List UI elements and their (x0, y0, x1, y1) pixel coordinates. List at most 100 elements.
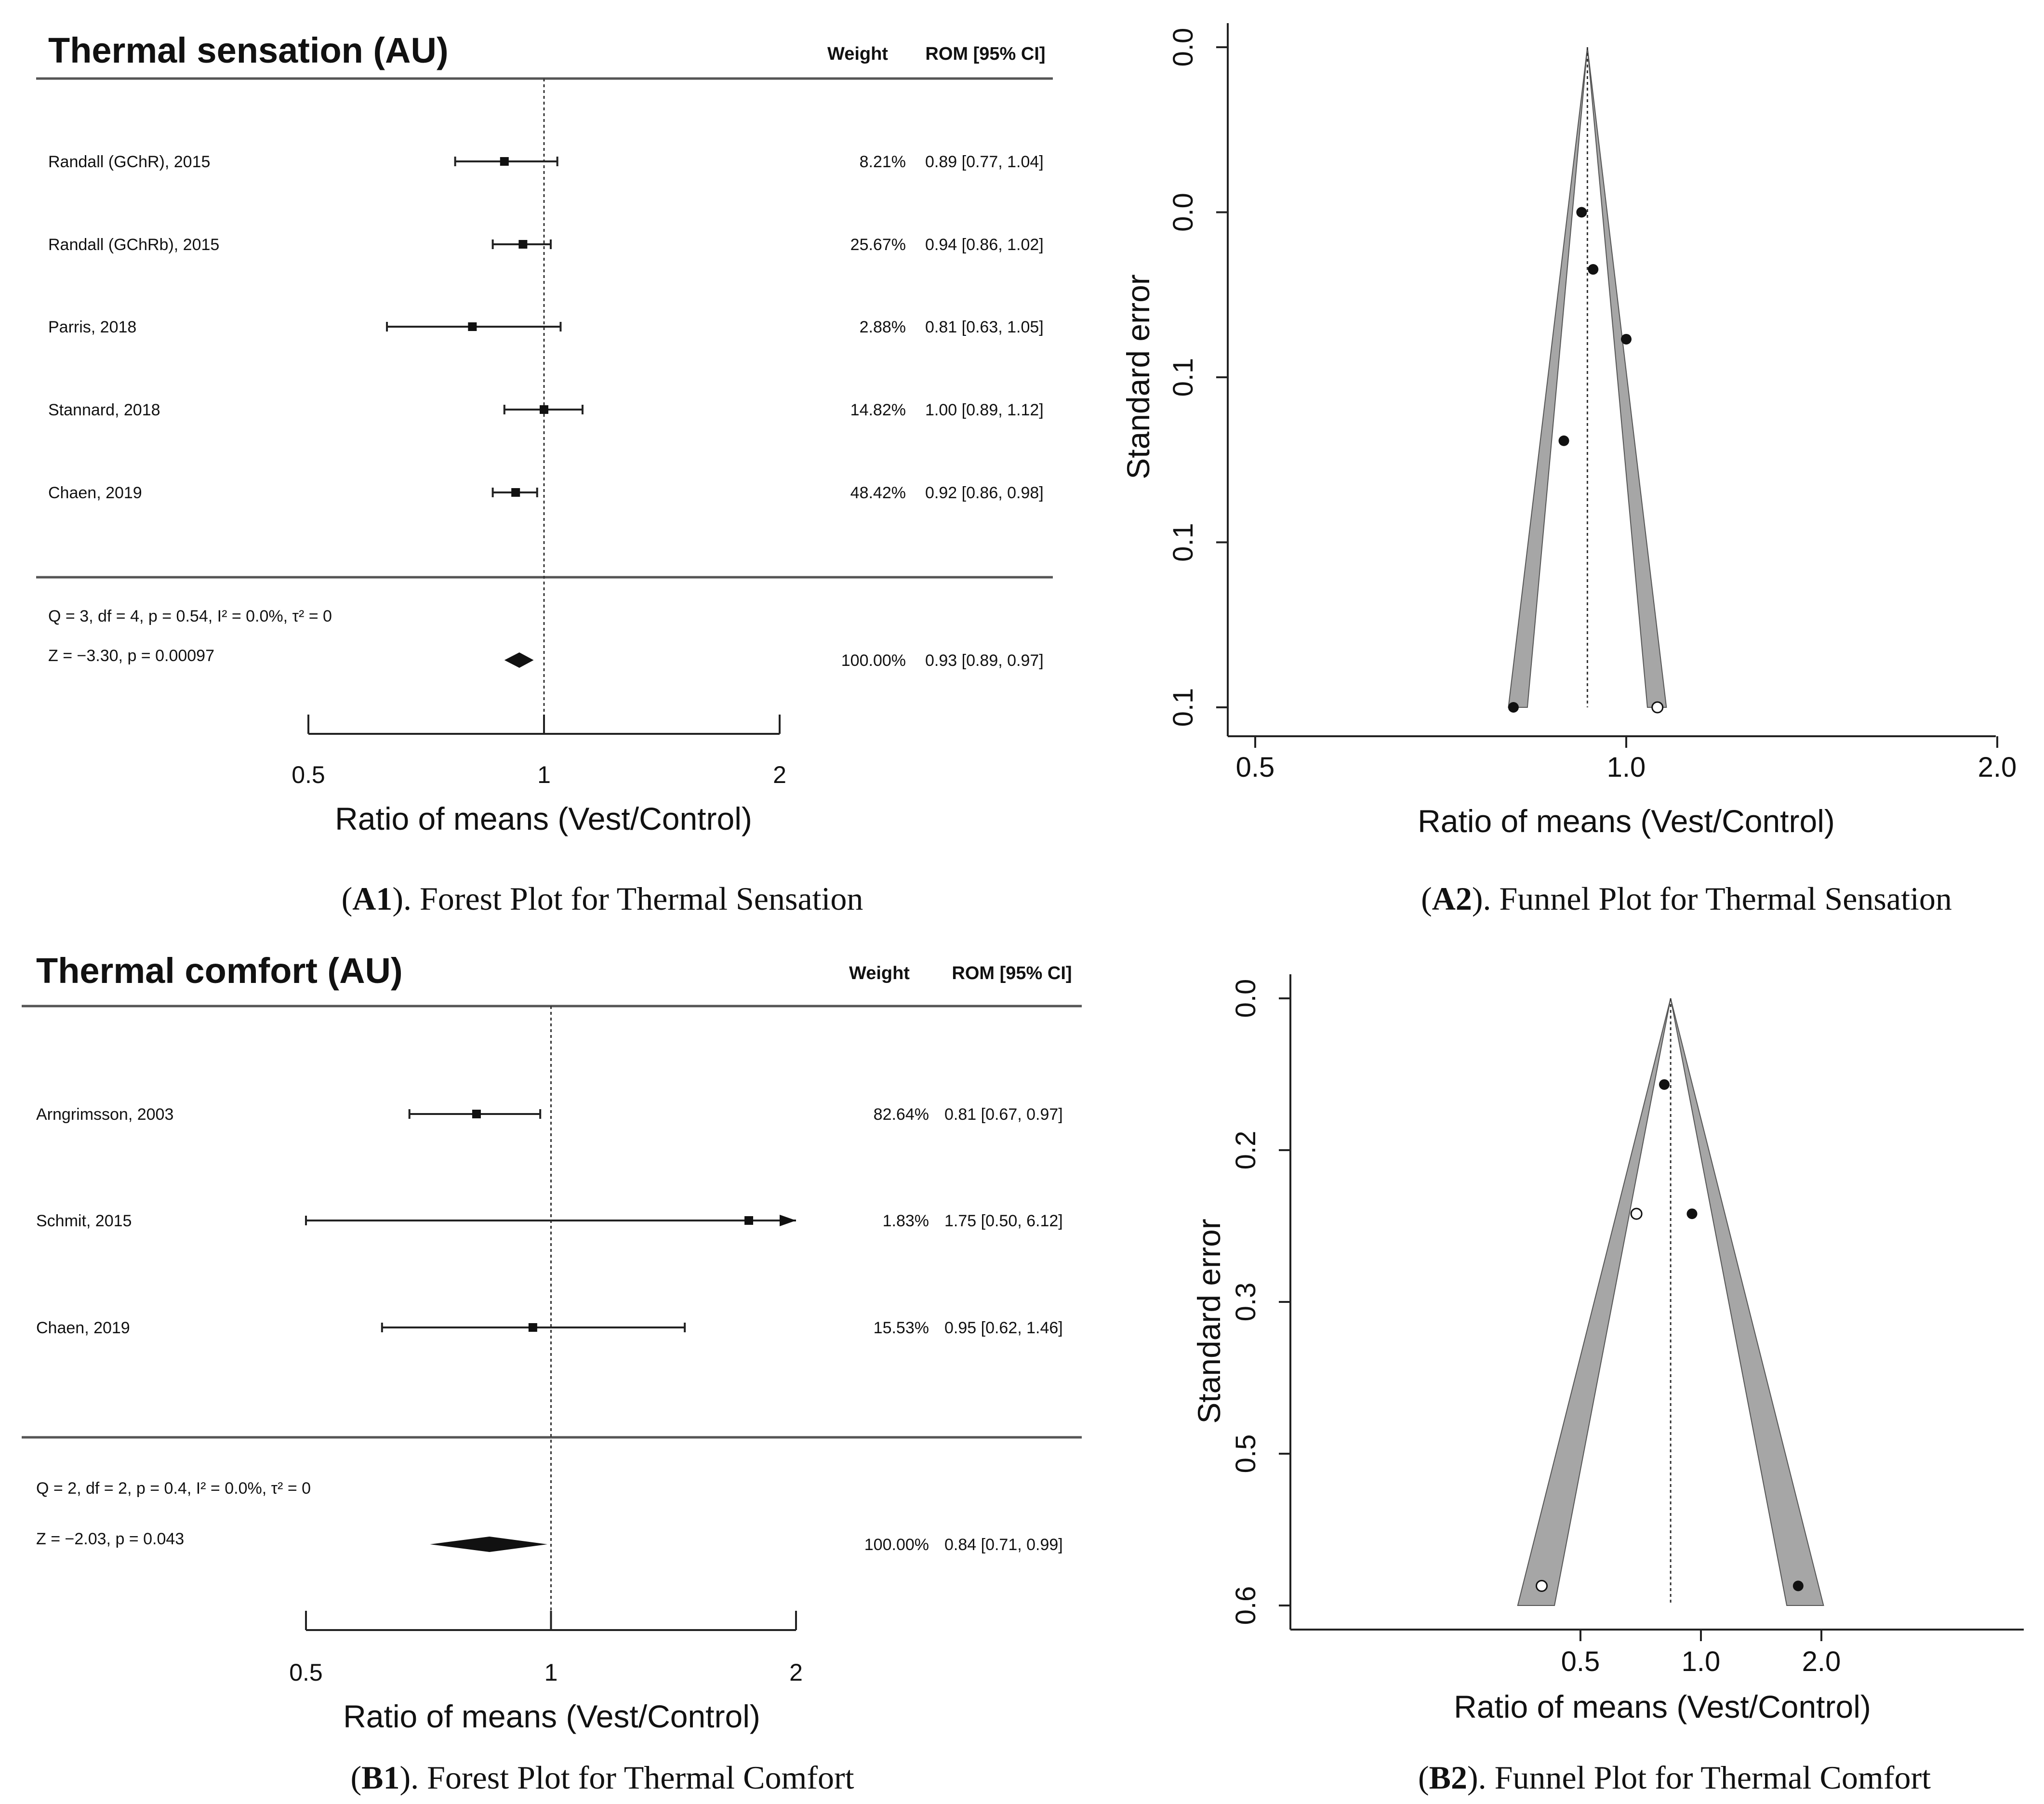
study-weight: 25.67% (850, 236, 906, 254)
study-point (518, 240, 528, 249)
x-tick-label: 0.5 (1236, 752, 1275, 783)
y-tick-label: 0.0 (1230, 979, 1261, 1018)
study-point (528, 1323, 537, 1332)
study-point (1558, 435, 1569, 446)
study-rom-ci: 0.92 [0.86, 0.98] (925, 484, 1044, 502)
rom-column-header: ROM [95% CI] (925, 44, 1045, 64)
caption-id: B1 (361, 1759, 399, 1796)
study-point (744, 1216, 754, 1225)
x-axis-label: Ratio of means (Vest/Control) (335, 801, 752, 836)
overall-effect-z: Z = −2.03, p = 0.043 (36, 1530, 184, 1548)
study-rom-ci: 1.75 [0.50, 6.12] (944, 1212, 1063, 1230)
x-tick-label: 2.0 (1802, 1646, 1841, 1677)
study-point (500, 157, 509, 166)
x-tick-label: 1 (537, 761, 551, 788)
imputed-point (1651, 701, 1664, 714)
study-point (1659, 1079, 1670, 1090)
caption-id: A2 (1432, 880, 1472, 917)
study-point (511, 488, 520, 497)
y-axis-label: Standard error (1120, 274, 1156, 479)
caption-id: B2 (1429, 1759, 1467, 1796)
summary-diamond (504, 652, 534, 668)
study-point (1576, 207, 1587, 218)
study-point (540, 405, 548, 414)
x-axis-label: Ratio of means (Vest/Control) (343, 1698, 760, 1734)
caption-text: Forest Plot for Thermal Comfort (427, 1759, 854, 1796)
funnel-plot-thermal-comfort: Ratio of means (Vest/Control) Standard e… (1191, 974, 2024, 1796)
study-label: Chaen, 2019 (36, 1319, 130, 1337)
forest-title: Thermal sensation (AU) (48, 30, 449, 70)
y-tick-label: 0.6 (1230, 1586, 1261, 1625)
study-weight: 1.83% (883, 1212, 929, 1230)
y-tick-label: 0.3 (1230, 1283, 1261, 1322)
x-axis-label: Ratio of means (Vest/Control) (1418, 803, 1835, 839)
study-label: Randall (GChRb), 2015 (48, 236, 219, 254)
caption-id: A1 (352, 880, 392, 917)
funnel-plot-thermal-sensation: Ratio of means (Vest/Control) Standard e… (1120, 23, 2017, 917)
summary-weight: 100.00% (841, 651, 906, 670)
caption: (A1). Forest Plot for Thermal Sensation (342, 880, 863, 917)
imputed-point (1630, 1207, 1643, 1220)
weight-column-header: Weight (827, 44, 888, 64)
caption-text: Funnel Plot for Thermal Comfort (1495, 1759, 1931, 1796)
study-rom-ci: 0.89 [0.77, 1.04] (925, 153, 1044, 171)
study-label: Parris, 2018 (48, 318, 136, 336)
funnel-wedge-right (1670, 998, 1824, 1606)
heterogeneity-stats: Q = 3, df = 4, p = 0.54, I² = 0.0%, τ² =… (48, 607, 332, 625)
rom-column-header: ROM [95% CI] (952, 963, 1072, 983)
study-rom-ci: 0.81 [0.63, 1.05] (925, 318, 1044, 336)
study-point (1686, 1208, 1698, 1220)
summary-diamond (430, 1537, 548, 1552)
funnel-wedge-left (1517, 998, 1672, 1606)
summary-weight: 100.00% (864, 1536, 929, 1554)
x-tick-label: 1.0 (1682, 1646, 1721, 1677)
summary-rom-ci: 0.84 [0.71, 0.99] (944, 1536, 1063, 1554)
summary-rom-ci: 0.93 [0.89, 0.97] (925, 651, 1044, 670)
study-weight: 15.53% (874, 1319, 929, 1337)
y-tick-label: 0.2 (1230, 1131, 1261, 1170)
ci-arrow (780, 1215, 796, 1226)
study-label: Chaen, 2019 (48, 484, 142, 502)
x-tick-label: 1.0 (1607, 752, 1646, 783)
study-point (472, 1110, 481, 1118)
study-weight: 14.82% (850, 401, 906, 419)
y-tick-label: 0.5 (1230, 1434, 1261, 1473)
forest-plot-thermal-comfort: Thermal comfort (AU) Weight ROM [95% CI]… (22, 951, 1082, 1796)
heterogeneity-stats: Q = 2, df = 2, p = 0.4, I² = 0.0%, τ² = … (36, 1479, 311, 1498)
y-tick-label: 0.1 (1168, 358, 1199, 397)
funnel-wedge-left (1508, 47, 1588, 708)
x-tick-label: 2 (773, 761, 786, 788)
x-tick-label: 1 (544, 1659, 558, 1686)
funnel-wedge-right (1587, 47, 1667, 708)
study-point (1508, 702, 1519, 713)
study-rom-ci: 0.95 [0.62, 1.46] (944, 1319, 1063, 1337)
y-axis-label: Standard error (1191, 1219, 1227, 1424)
study-weight: 82.64% (874, 1105, 929, 1124)
y-tick-label: 0.1 (1168, 523, 1199, 562)
x-tick-label: 2 (789, 1659, 803, 1686)
y-tick-label: 0.0 (1168, 193, 1199, 232)
study-rom-ci: 0.94 [0.86, 1.02] (925, 236, 1044, 254)
study-label: Stannard, 2018 (48, 401, 160, 419)
x-axis-label: Ratio of means (Vest/Control) (1454, 1689, 1871, 1724)
study-weight: 2.88% (860, 318, 906, 336)
study-label: Arngrimsson, 2003 (36, 1105, 173, 1124)
study-label: Schmit, 2015 (36, 1212, 132, 1230)
study-point (1792, 1580, 1804, 1592)
overall-effect-z: Z = −3.30, p = 0.00097 (48, 647, 214, 665)
x-tick-label: 0.5 (289, 1659, 323, 1686)
forest-plot-thermal-sensation: Thermal sensation (AU) Weight ROM [95% C… (36, 30, 1053, 917)
caption: (B2). Funnel Plot for Thermal Comfort (1418, 1759, 1931, 1796)
study-weight: 48.42% (850, 484, 906, 502)
y-tick-label: 0.1 (1168, 688, 1199, 727)
study-rom-ci: 1.00 [0.89, 1.12] (925, 401, 1044, 419)
weight-column-header: Weight (849, 963, 910, 983)
study-point (1621, 333, 1632, 345)
study-label: Randall (GChR), 2015 (48, 153, 210, 171)
x-tick-label: 2.0 (1978, 752, 2017, 783)
x-tick-label: 0.5 (1561, 1646, 1600, 1677)
forest-title: Thermal comfort (AU) (36, 951, 403, 991)
y-tick-label: 0.0 (1168, 28, 1199, 67)
caption-text: Forest Plot for Thermal Sensation (420, 880, 863, 917)
caption-text: Funnel Plot for Thermal Sensation (1500, 880, 1952, 917)
